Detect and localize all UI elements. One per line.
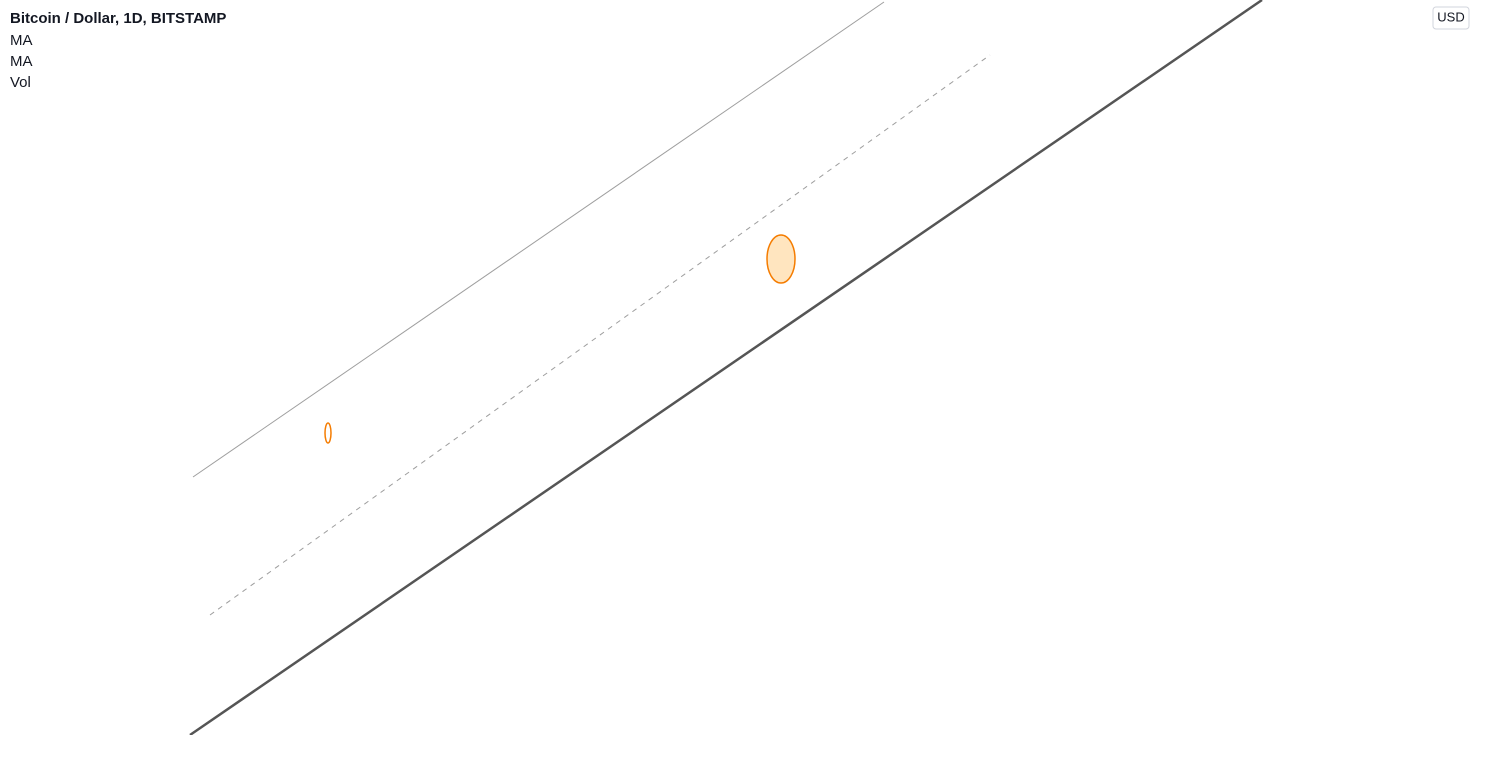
currency: USD — [1437, 9, 1464, 24]
legend-ma: MA — [10, 53, 33, 70]
channel-upper — [192, 1, 885, 478]
highlight — [766, 234, 796, 284]
highlight — [324, 422, 332, 444]
trend-line — [189, 0, 1263, 737]
symbol-title: Bitcoin / Dollar, 1D, BITSTAMP — [10, 10, 226, 27]
channel-middle — [209, 54, 991, 616]
legend-vol: Vol — [10, 74, 31, 91]
legend-ma: MA — [10, 32, 33, 49]
time-axis — [0, 735, 1402, 763]
currency-badge[interactable] — [1432, 6, 1470, 30]
price-axis — [1402, 0, 1493, 763]
